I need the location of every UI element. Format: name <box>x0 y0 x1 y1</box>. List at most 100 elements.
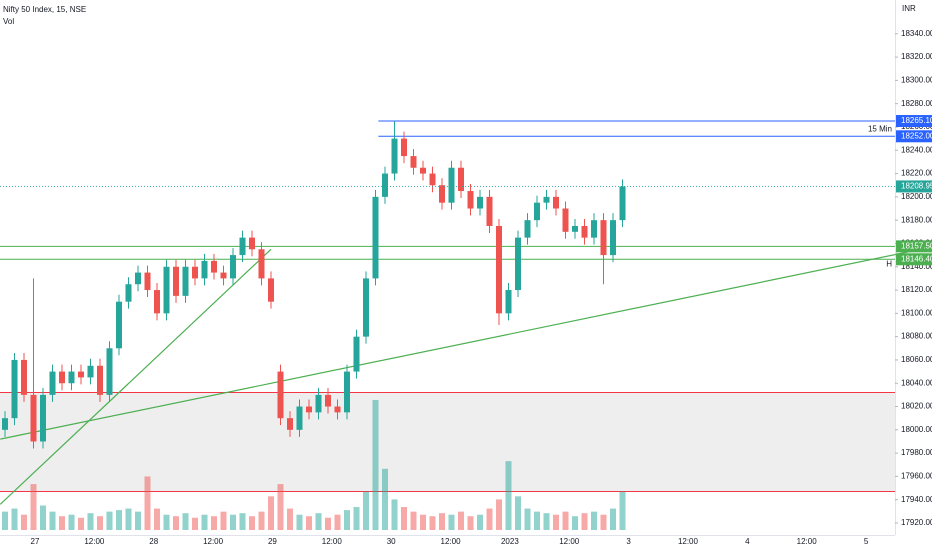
x-tick-label: 2023 <box>501 537 519 546</box>
y-tick-label: 17960.00 <box>901 472 932 481</box>
level-label: 18146.40 <box>901 254 932 263</box>
volume-bar <box>258 511 265 530</box>
x-tick-label: 3 <box>626 537 631 546</box>
volume-bar <box>163 514 170 530</box>
volume-bar <box>192 517 198 530</box>
candle-body <box>619 186 626 221</box>
level-label: 18265.10 <box>901 116 932 125</box>
volume-bar <box>68 514 75 530</box>
candle-body <box>182 266 189 296</box>
volume-bar <box>239 513 246 530</box>
volume-bar <box>382 468 388 530</box>
candle-body <box>420 167 426 174</box>
volume-bar <box>135 511 141 530</box>
volume-bar <box>40 505 46 530</box>
candle-body <box>106 348 113 395</box>
candle-body <box>572 225 578 232</box>
volume-bar <box>315 513 322 530</box>
volume-bar <box>11 508 18 530</box>
candle-body <box>87 365 94 378</box>
volume-bar <box>458 511 464 530</box>
volume-bar <box>600 514 607 530</box>
candle-body <box>410 156 417 168</box>
volume-bar <box>610 508 616 530</box>
candle-body <box>78 371 84 378</box>
candle-body <box>11 359 18 419</box>
level-tag <box>896 253 932 266</box>
candle-body <box>220 272 227 279</box>
volume-bar <box>543 513 550 530</box>
candle-body <box>277 371 284 419</box>
volume-bar <box>249 516 255 530</box>
y-tick-label: 18000.00 <box>901 425 932 434</box>
candle-body <box>562 208 569 232</box>
x-tick-label: 29 <box>268 537 277 546</box>
candle-body <box>382 173 388 197</box>
x-tick-label: 5 <box>864 537 869 546</box>
candle-body <box>334 406 341 413</box>
x-tick-label: 4 <box>745 537 750 546</box>
x-tick-label: 12:00 <box>559 537 580 546</box>
x-tick-label: 30 <box>387 537 396 546</box>
currency-label: INR <box>902 4 916 13</box>
candle-body <box>268 278 274 302</box>
candle-body <box>543 196 550 203</box>
volume-bar <box>515 496 521 530</box>
volume-bar <box>534 511 540 530</box>
candle-body <box>429 173 436 186</box>
candle-body <box>40 394 46 442</box>
candle-body <box>287 418 293 430</box>
x-tick-label: 12:00 <box>322 537 343 546</box>
candle-body <box>344 371 350 413</box>
level-tag <box>896 130 932 143</box>
level-label: 18157.50 <box>901 241 932 250</box>
x-tick-label: 12:00 <box>678 537 699 546</box>
candle-body <box>97 365 103 395</box>
candle-body <box>534 202 540 221</box>
candle-body <box>230 255 236 279</box>
volume-bar <box>30 484 37 530</box>
candle-body <box>135 272 141 285</box>
level-tag <box>896 115 932 128</box>
candle-body <box>477 196 483 209</box>
candle-body <box>496 225 502 314</box>
candle-body <box>458 167 464 192</box>
candle-body <box>30 394 37 442</box>
volume-bar <box>230 514 236 530</box>
volume-bar <box>201 514 208 530</box>
volume-bar <box>363 491 369 530</box>
candle-body <box>610 220 616 256</box>
x-tick-label: 27 <box>31 537 40 546</box>
candle-body <box>391 138 398 174</box>
y-tick-label: 17920.00 <box>901 518 932 527</box>
volume-bar <box>59 516 65 530</box>
candle-body <box>439 185 445 203</box>
volume-bar <box>87 513 94 530</box>
candle-body <box>192 266 198 279</box>
level-tag <box>896 240 932 253</box>
y-tick-label: 18080.00 <box>901 332 932 341</box>
candle-body <box>21 359 27 395</box>
volume-bar <box>144 476 151 530</box>
y-tick-label: 17980.00 <box>901 448 932 457</box>
volume-bar <box>296 514 303 530</box>
volume-bar <box>306 516 312 530</box>
volume-bar <box>401 507 407 530</box>
volume-bar <box>429 516 436 530</box>
volume-bar <box>572 516 578 530</box>
candle-body <box>201 260 208 279</box>
y-tick-label: 18100.00 <box>901 308 932 317</box>
annotation: H <box>886 260 892 269</box>
volume-bar <box>211 516 217 530</box>
y-tick-label: 18240.00 <box>901 145 932 154</box>
volume-bar <box>173 516 179 530</box>
candle-body <box>515 237 521 291</box>
volume-bar <box>410 511 417 530</box>
level-label: 18252.00 <box>901 131 932 140</box>
volume-bar <box>116 510 122 530</box>
y-tick-label: 18060.00 <box>901 355 932 364</box>
volume-bar <box>496 499 502 530</box>
chart-title: Nifty 50 Index, 15, NSE <box>3 5 86 14</box>
candle-body <box>363 278 369 337</box>
